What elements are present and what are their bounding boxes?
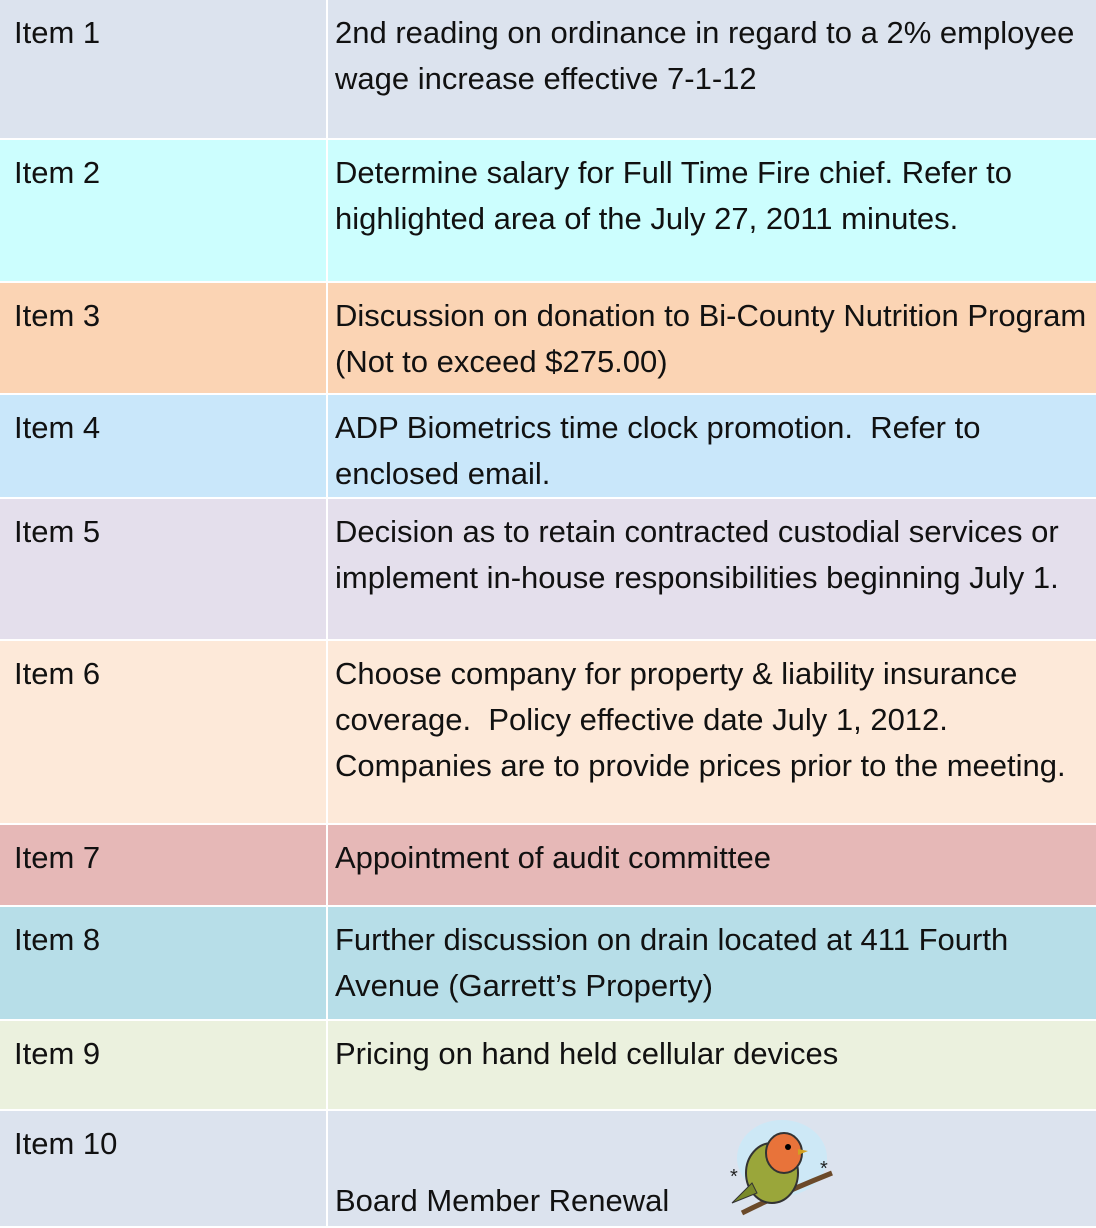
item-label: Item 7 — [0, 825, 326, 905]
item-label: Item 3 — [0, 283, 326, 393]
bird-clipart: ** — [722, 1113, 842, 1225]
item-description: Pricing on hand held cellular devices — [328, 1021, 1096, 1109]
item-label: Item 9 — [0, 1021, 326, 1109]
item-label: Item 1 — [0, 0, 326, 138]
item-description: Board Member Renewal — [328, 1111, 1096, 1226]
item-description: ADP Biometrics time clock promotion. Ref… — [328, 395, 1096, 497]
item-description: Determine salary for Full Time Fire chie… — [328, 140, 1096, 281]
svg-text:*: * — [730, 1166, 738, 1188]
item-description: 2nd reading on ordinance in regard to a … — [328, 0, 1096, 138]
svg-text:*: * — [820, 1158, 828, 1180]
page: Item 12nd reading on ordinance in regard… — [0, 0, 1096, 1228]
item-description: Choose company for property & liability … — [328, 641, 1096, 823]
item-description: Discussion on donation to Bi-County Nutr… — [328, 283, 1096, 393]
item-description: Further discussion on drain located at 4… — [328, 907, 1096, 1019]
item-label: Item 2 — [0, 140, 326, 281]
item-label: Item 10 — [0, 1111, 326, 1226]
item-description: Appointment of audit committee — [328, 825, 1096, 905]
item-label: Item 5 — [0, 499, 326, 639]
item-label: Item 6 — [0, 641, 326, 823]
item-label: Item 8 — [0, 907, 326, 1019]
item-label: Item 4 — [0, 395, 326, 497]
item-description: Decision as to retain contracted custodi… — [328, 499, 1096, 639]
